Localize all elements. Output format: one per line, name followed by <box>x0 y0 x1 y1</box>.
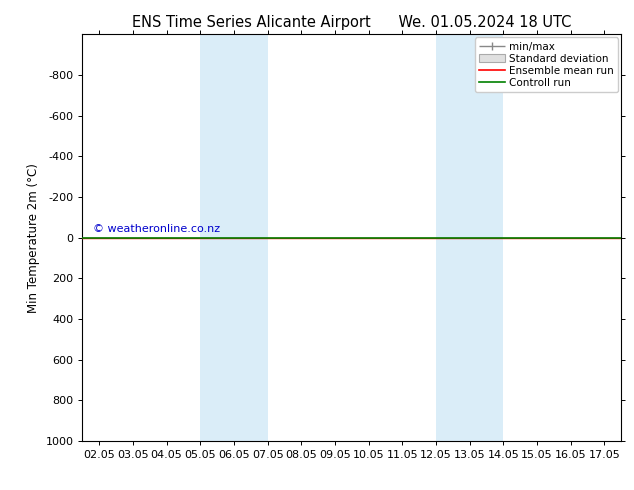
Bar <box>436 34 503 441</box>
Title: ENS Time Series Alicante Airport      We. 01.05.2024 18 UTC: ENS Time Series Alicante Airport We. 01.… <box>132 15 572 30</box>
Bar <box>200 34 268 441</box>
Legend: min/max, Standard deviation, Ensemble mean run, Controll run: min/max, Standard deviation, Ensemble me… <box>475 37 618 92</box>
Text: © weatheronline.co.nz: © weatheronline.co.nz <box>93 223 221 234</box>
Y-axis label: Min Temperature 2m (°C): Min Temperature 2m (°C) <box>27 163 40 313</box>
